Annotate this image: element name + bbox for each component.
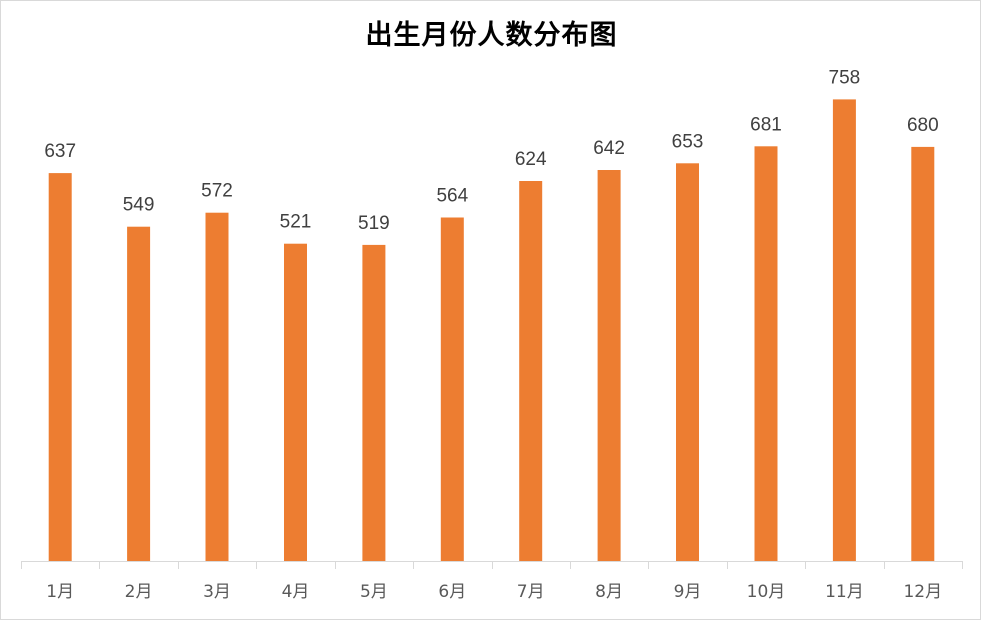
data-label-10: 681: [750, 114, 782, 135]
bar-4: [284, 243, 307, 561]
data-label-7: 624: [515, 149, 547, 170]
x-tick-label-7: 7月: [517, 582, 545, 602]
x-tick-label-9: 9月: [674, 582, 702, 602]
data-label-4: 521: [280, 212, 312, 233]
bar-8: [597, 170, 621, 561]
x-tick-label-2: 2月: [125, 582, 153, 602]
bar-5: [362, 244, 386, 561]
chart-title: 出生月份人数分布图: [365, 20, 618, 51]
x-tick-label-3: 3月: [203, 582, 231, 602]
data-label-6: 564: [436, 186, 468, 207]
bar-12: [911, 146, 935, 561]
data-label-9: 653: [672, 131, 704, 152]
bar-9: [676, 163, 699, 562]
x-tick-label-1: 1月: [46, 582, 74, 602]
data-label-11: 758: [829, 67, 861, 88]
data-label-2: 549: [123, 195, 155, 216]
x-tick-label-5: 5月: [360, 582, 388, 602]
bar-2: [127, 226, 151, 561]
x-tick-label-11: 11月: [825, 582, 864, 602]
data-label-5: 519: [358, 213, 390, 234]
data-label-1: 637: [44, 141, 76, 162]
x-tick-label-12: 12月: [903, 582, 942, 602]
bar-6: [440, 217, 464, 561]
x-tick-label-8: 8月: [595, 582, 623, 602]
bar-3: [205, 212, 229, 561]
bar-11: [832, 99, 856, 562]
bar-1: [48, 173, 72, 561]
x-tick-label-10: 10月: [747, 582, 786, 602]
bar-10: [754, 146, 778, 562]
x-tick-label-6: 6月: [438, 582, 466, 602]
data-label-3: 572: [201, 181, 233, 202]
bar-7: [519, 181, 543, 561]
data-label-12: 680: [907, 115, 939, 136]
x-tick-label-4: 4月: [282, 582, 310, 602]
data-label-8: 642: [593, 138, 625, 159]
